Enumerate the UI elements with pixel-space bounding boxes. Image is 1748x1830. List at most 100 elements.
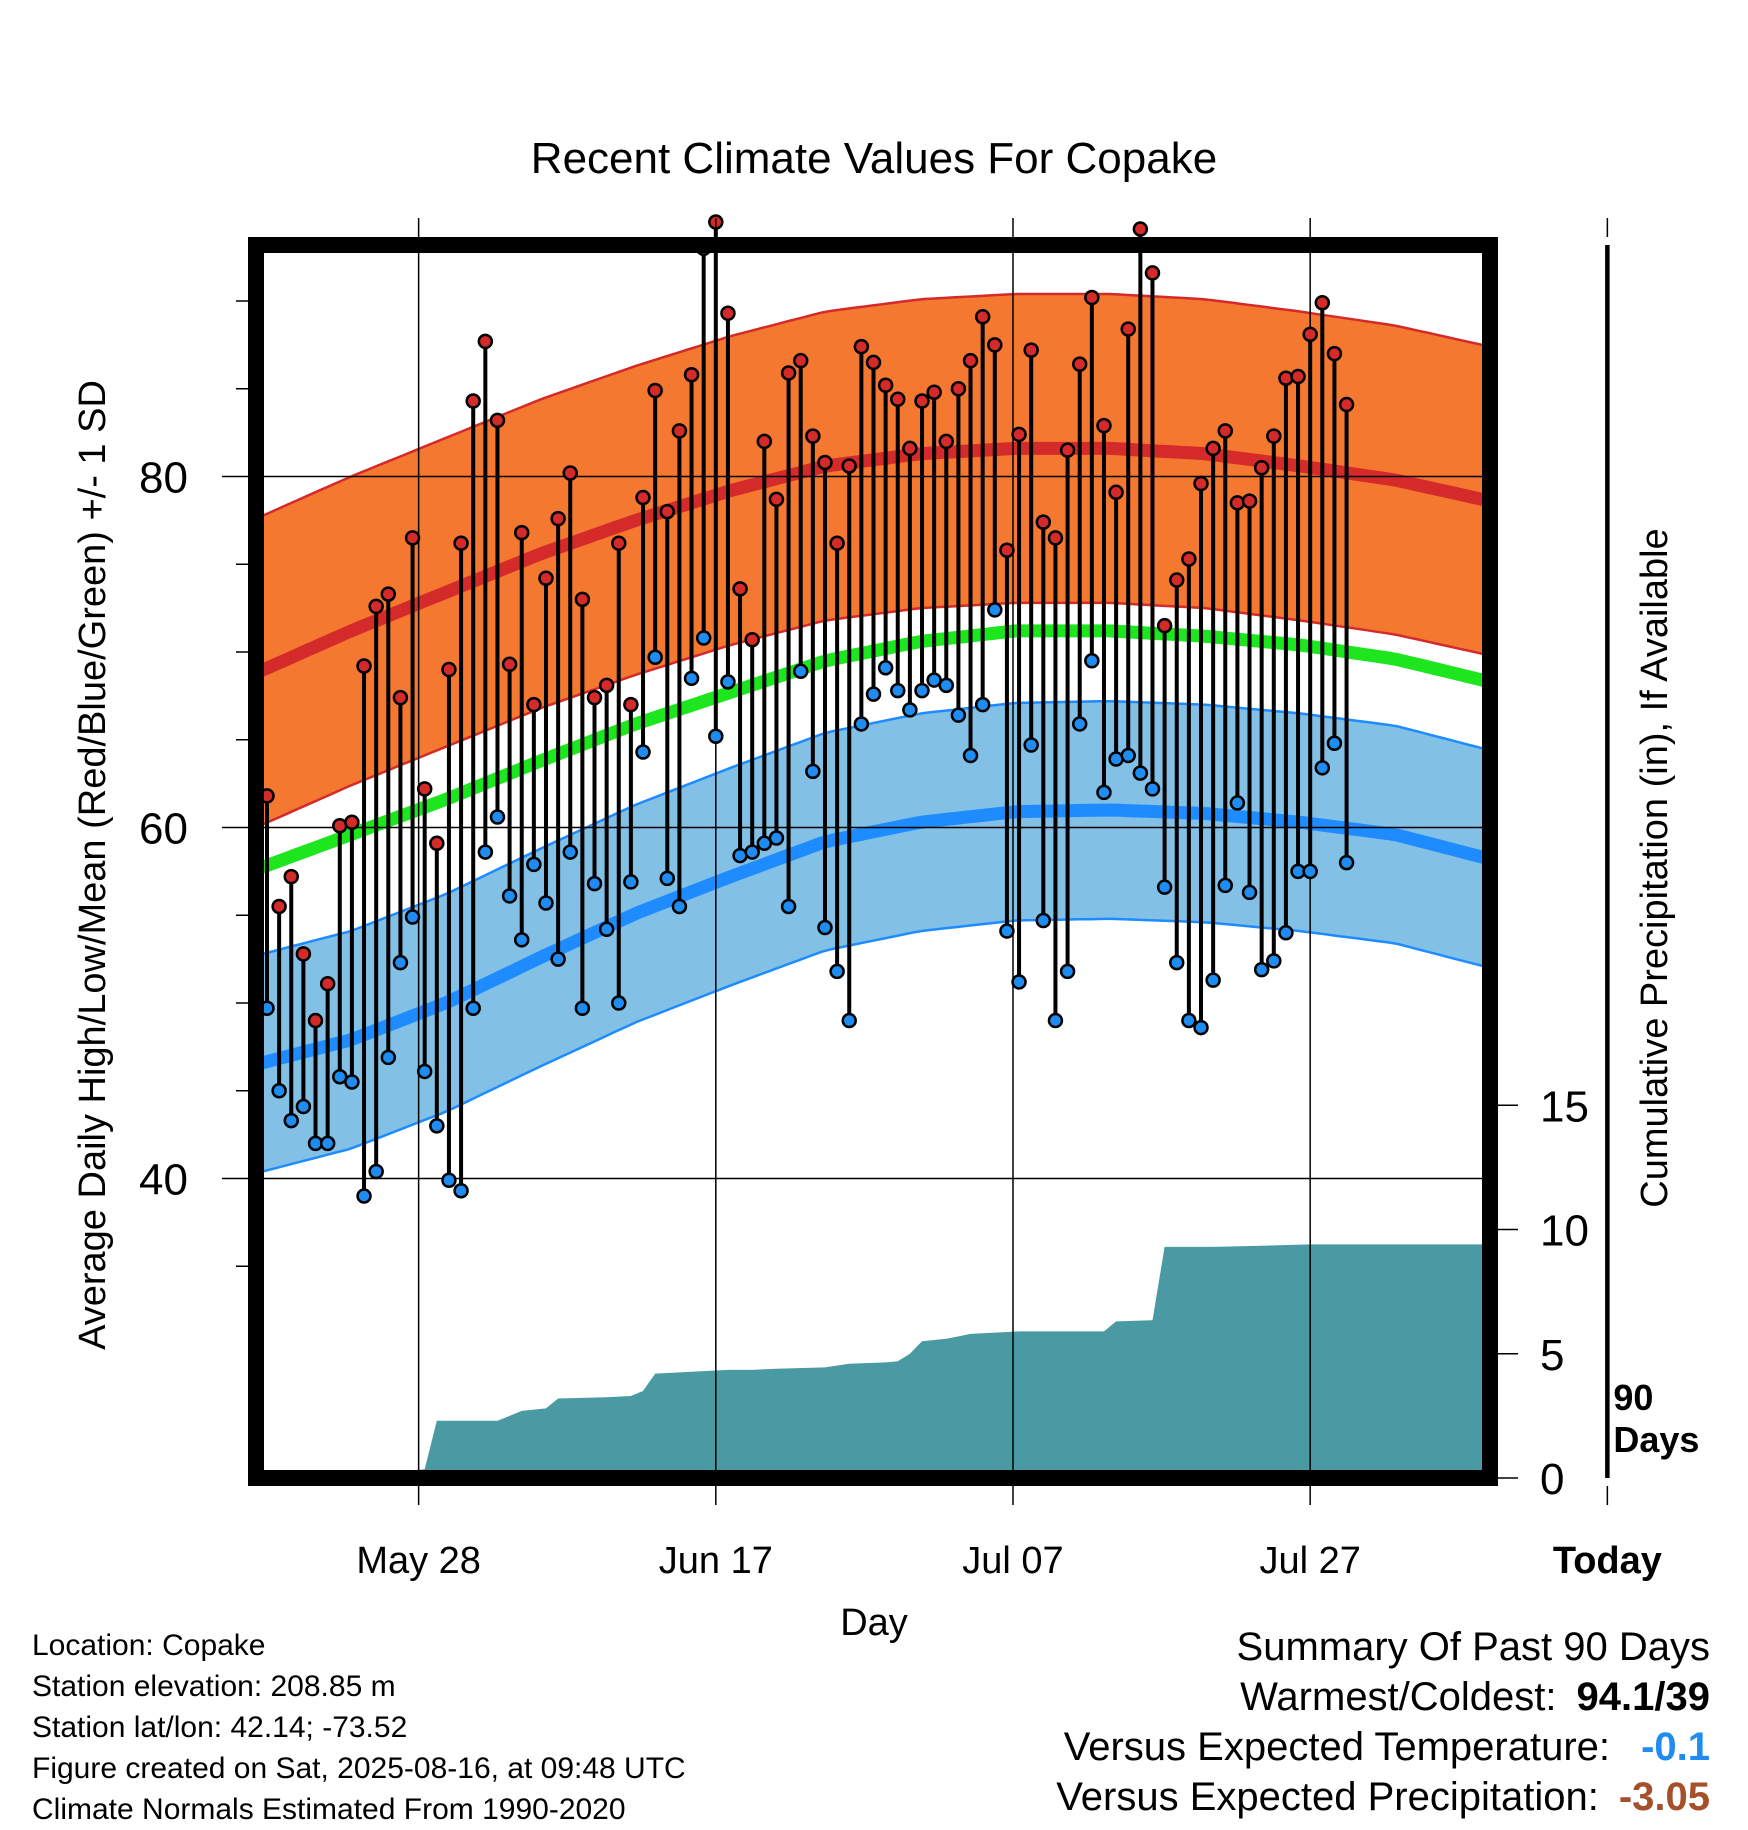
observed-high-point (598, 677, 615, 694)
observed-high-point (574, 591, 591, 608)
observed-low-point (1156, 879, 1173, 895)
observed-low-point (974, 696, 991, 713)
observed-high-point (780, 365, 797, 381)
observed-high-point (441, 661, 457, 678)
normals-text: Climate Normals Estimated From 1990-2020 (32, 1793, 626, 1826)
observed-low-point (1096, 784, 1112, 801)
observed-low-point (1084, 653, 1100, 669)
observed-high-point (635, 489, 651, 506)
observed-low-point (647, 649, 663, 666)
observed-high-point (526, 696, 542, 713)
observed-low-point (914, 682, 930, 699)
observed-high-point (307, 1012, 324, 1029)
observed-high-point (513, 524, 530, 541)
observed-low-point (1326, 735, 1343, 752)
observed-low-point (441, 1172, 457, 1189)
observed-high-point (1290, 368, 1306, 385)
observed-high-point (1023, 342, 1039, 358)
observed-high-point (890, 391, 906, 408)
observed-high-point (586, 689, 603, 706)
observed-high-point (283, 868, 300, 885)
observed-high-point (950, 381, 967, 397)
observed-low-point (683, 670, 700, 687)
observed-high-point (671, 423, 688, 439)
observed-high-point (1193, 475, 1209, 492)
observed-low-point (744, 844, 760, 860)
observed-high-point (962, 352, 979, 369)
observed-low-point (999, 923, 1015, 939)
observed-high-point (744, 631, 760, 648)
x-tick-label: May 28 (356, 1540, 481, 1582)
observed-low-point (623, 874, 639, 890)
y-axis-label-right: Cumulative Precipitation (in), If Availa… (1634, 528, 1676, 1207)
observed-low-point (853, 716, 870, 732)
observed-high-point (914, 393, 930, 409)
observed-high-point (416, 781, 433, 797)
observed-high-point (538, 570, 554, 587)
observed-high-point (392, 689, 409, 706)
observed-high-point (1108, 484, 1124, 501)
observed-high-point (1278, 370, 1294, 386)
normal-low-band (256, 701, 1490, 1174)
observed-high-point (562, 465, 578, 481)
observed-low-point (720, 674, 736, 690)
y-axis-label-left: Average Daily High/Low/Mean (Red/Blue/Gr… (72, 380, 114, 1350)
observed-high-point (1059, 442, 1076, 458)
observed-low-point (1035, 912, 1052, 929)
y-left-tick-label: 60 (139, 805, 188, 854)
observed-high-point (805, 428, 821, 444)
observed-low-point (1047, 1012, 1064, 1029)
observed-low-point (938, 677, 955, 694)
observed-high-point (841, 458, 857, 474)
observed-high-point (501, 656, 518, 673)
observed-low-point (877, 660, 894, 676)
elevation-text: Station elevation: 208.85 m (32, 1670, 396, 1703)
observed-high-point (1035, 514, 1052, 530)
today-annotation: 90 (1613, 1377, 1653, 1418)
observed-high-point (271, 898, 287, 915)
observed-low-point (586, 875, 603, 892)
observed-high-point (611, 535, 627, 551)
observed-high-point (877, 377, 894, 393)
observed-low-point (902, 702, 918, 718)
observed-high-point (1326, 345, 1343, 362)
observed-high-point (999, 542, 1015, 558)
x-tick-label: Jun 17 (659, 1540, 773, 1582)
observed-high-point (1181, 551, 1197, 567)
observed-low-point (671, 898, 688, 915)
observed-low-point (1205, 972, 1221, 988)
observed-high-point (938, 433, 955, 450)
observed-low-point (708, 728, 724, 744)
observed-low-point (1314, 760, 1331, 776)
today-annotation: Days (1613, 1419, 1699, 1460)
observed-low-point (829, 963, 845, 980)
x-axis-label: Day (840, 1602, 908, 1644)
observed-high-point (732, 581, 748, 597)
warmest-value: 94.1/39 (1576, 1675, 1710, 1719)
observed-high-point (902, 440, 918, 457)
observed-low-point (695, 630, 712, 646)
observed-low-point (1217, 877, 1234, 894)
observed-high-point (344, 814, 360, 830)
observed-low-point (659, 870, 676, 887)
observed-low-point (513, 932, 530, 948)
observed-high-point (1156, 617, 1173, 634)
observed-low-point (841, 1012, 857, 1029)
y-left-tick-label: 80 (139, 454, 188, 503)
observed-high-point (1120, 321, 1136, 337)
observed-low-point (1132, 765, 1149, 781)
observed-high-point (865, 354, 882, 371)
summary-warmest-row: Warmest/Coldest: 94.1/39 (1056, 1672, 1710, 1722)
observed-low-point (817, 919, 833, 936)
y-left-tick-label: 40 (139, 1156, 188, 1205)
observed-low-point (538, 895, 554, 911)
precip-label: Versus Expected Precipitation: (1056, 1775, 1599, 1819)
observed-low-point (550, 951, 566, 967)
y-right-tick-label: 15 (1540, 1082, 1589, 1131)
observed-high-point (1047, 530, 1064, 546)
observed-high-point (926, 384, 942, 401)
observed-low-point (1338, 854, 1355, 871)
observed-low-point (1011, 974, 1027, 990)
observed-high-point (647, 382, 663, 399)
